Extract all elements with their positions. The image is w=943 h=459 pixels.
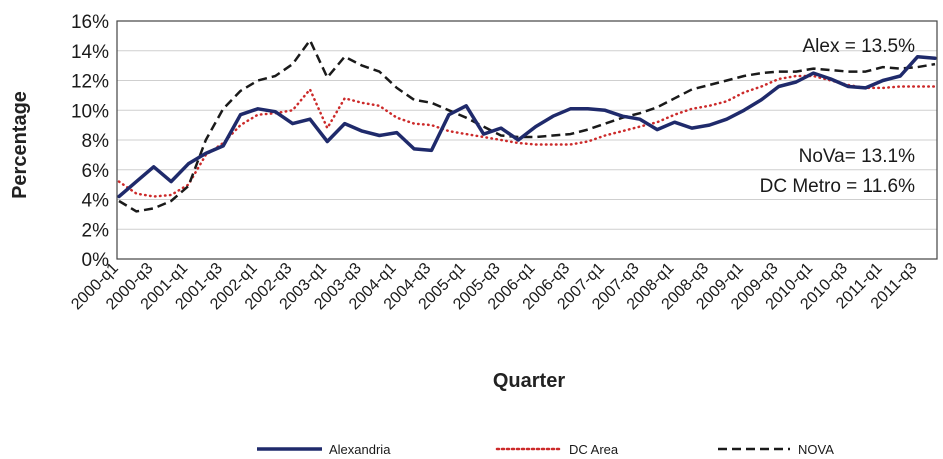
series-line-dc-area: [117, 74, 937, 198]
y-tick-label: 8%: [82, 131, 110, 152]
legend-label-dc-area: DC Area: [569, 442, 619, 457]
annotation-dc-metro: DC Metro = 11.6%: [760, 176, 916, 197]
series-lines: [117, 39, 937, 213]
y-tick-label: 10%: [71, 101, 109, 122]
plot-area-border: [116, 20, 938, 260]
y-tick-label: 6%: [82, 161, 110, 182]
y-axis-ticks: 0% 2% 4% 6% 8% 10% 12% 14% 16%: [71, 12, 109, 271]
legend-label-alexandria: Alexandria: [329, 442, 391, 457]
series-line-alexandria: [117, 54, 937, 199]
y-tick-label: 14%: [71, 42, 109, 63]
annotation-alex: Alex = 13.5%: [803, 36, 916, 57]
y-tick-label: 0%: [82, 250, 110, 271]
series-line-nova: [118, 39, 936, 213]
legend-label-nova: NOVA: [798, 442, 834, 457]
legend: Alexandria DC Area NOVA: [257, 442, 834, 457]
y-tick-label: 4%: [82, 191, 110, 212]
y-tick-label: 16%: [71, 12, 109, 33]
x-axis-title: Quarter: [493, 370, 565, 392]
annotation-nova: NoVa= 13.1%: [799, 146, 915, 167]
y-axis-title: Percentage: [9, 91, 31, 199]
y-tick-label: 2%: [82, 220, 110, 241]
y-tick-label: 12%: [71, 72, 109, 93]
